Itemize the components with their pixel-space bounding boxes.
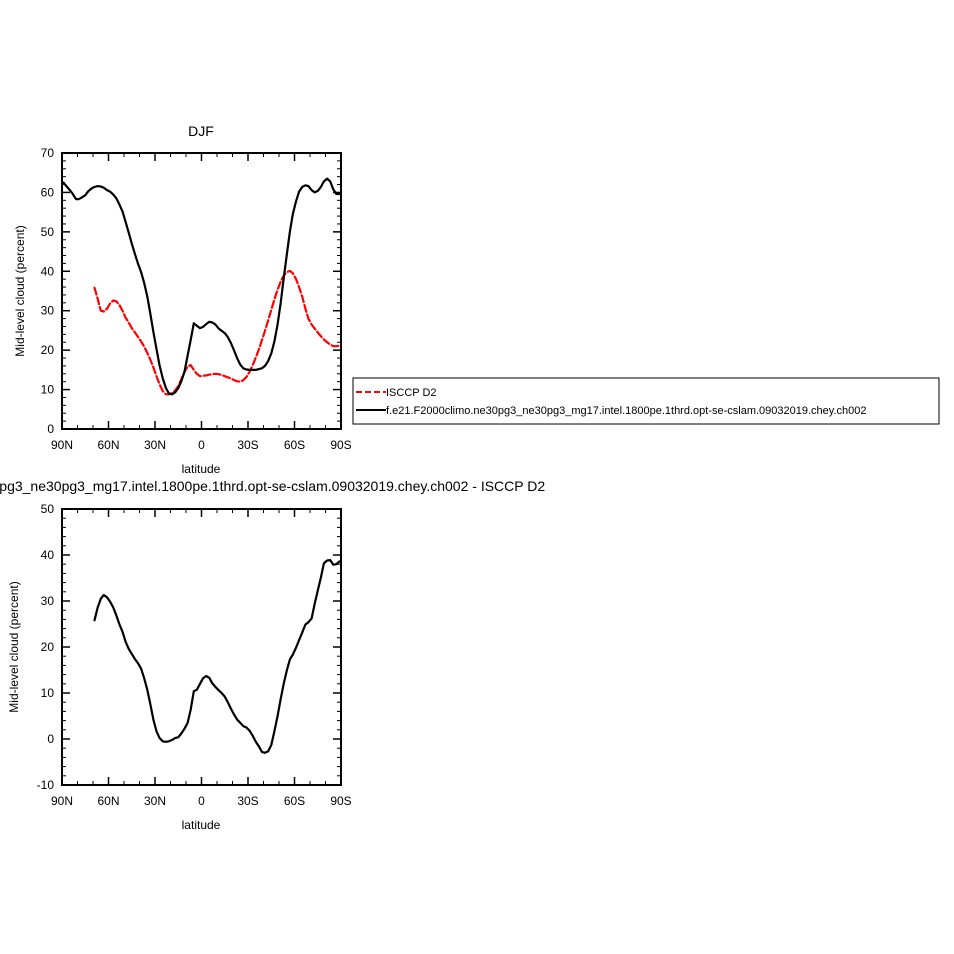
x-tick-label: 30S <box>237 438 258 452</box>
y-tick-label: 40 <box>41 264 55 278</box>
series-layer <box>62 177 341 396</box>
x-tick-label: 60S <box>284 438 305 452</box>
x-axis-label: latitude <box>182 818 221 832</box>
series-line-model <box>93 558 341 754</box>
chart-title: DJF <box>188 123 214 139</box>
y-axis-label: Mid-level cloud (percent) <box>13 225 27 356</box>
chart-title: f.e21.F2000climo.ne30pg3_ne30pg3_mg17.in… <box>0 478 545 494</box>
x-tick-label: 30N <box>144 794 166 808</box>
series-layer <box>93 558 341 754</box>
x-tick-label: 60N <box>97 438 119 452</box>
x-tick-label: 0 <box>198 794 205 808</box>
plot-frame <box>61 508 342 786</box>
y-tick-label: 10 <box>41 383 55 397</box>
y-tick-label: 30 <box>41 304 55 318</box>
x-tick-label: 90S <box>330 438 351 452</box>
y-tick-label: 0 <box>47 422 54 436</box>
y-tick-label: 20 <box>41 343 55 357</box>
y-tick-label: 70 <box>41 146 55 160</box>
axis-ticks: 90N 60N 30N 0 30S 60S 90S 0 10 20 30 40 50 60 70 <box>41 146 352 452</box>
x-tick-label: 30S <box>237 794 258 808</box>
series-line-model <box>62 177 341 396</box>
x-tick-label: 60S <box>284 794 305 808</box>
y-tick-label: 60 <box>41 185 55 199</box>
difference-line-chart: f.e21.F2000climo.ne30pg3_ne30pg3_mg17.in… <box>0 478 545 832</box>
y-tick-label: -10 <box>37 778 55 792</box>
y-tick-label: 10 <box>41 686 55 700</box>
y-tick-label: 50 <box>41 225 55 239</box>
y-tick-label: 30 <box>41 594 55 608</box>
x-tick-label: 0 <box>198 438 205 452</box>
x-tick-label: 90N <box>51 794 73 808</box>
djf-line-chart: DJF 90N 60N 30N 0 30S 60S 90S 0 10 20 30 40 50 60 70 l… <box>13 123 352 476</box>
x-tick-label: 90S <box>330 794 351 808</box>
y-tick-label: 40 <box>41 548 55 562</box>
x-tick-label: 30N <box>144 438 166 452</box>
y-tick-label: 50 <box>41 502 55 516</box>
y-tick-label: 0 <box>47 732 54 746</box>
legend-label-isccp: ISCCP D2 <box>386 387 437 399</box>
x-tick-label: 60N <box>97 794 119 808</box>
y-tick-label: 20 <box>41 640 55 654</box>
x-tick-label: 90N <box>51 438 73 452</box>
axis-ticks: 90N 60N 30N 0 30S 60S 90S -10 0 10 20 30 40 50 <box>37 502 352 808</box>
series-line-isccp <box>93 269 341 396</box>
x-axis-label: latitude <box>182 462 221 476</box>
legend-label-model: f.e21.F2000climo.ne30pg3_ne30pg3_mg17.in… <box>386 405 866 417</box>
legend: ISCCP D2 f.e21.F2000climo.ne30pg3_ne30pg… <box>352 377 940 425</box>
y-axis-label: Mid-level cloud (percent) <box>7 581 21 712</box>
legend-box <box>352 377 940 425</box>
